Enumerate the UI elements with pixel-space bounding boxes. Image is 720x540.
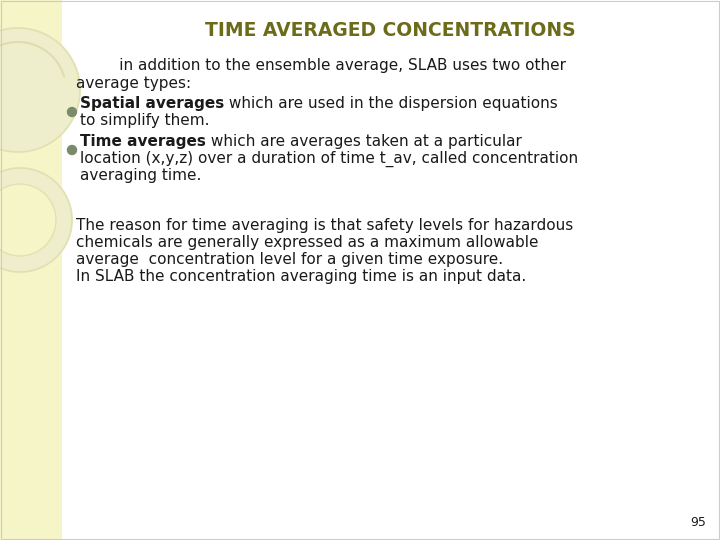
- Text: Spatial averages: Spatial averages: [80, 96, 224, 111]
- Text: which are used in the dispersion equations: which are used in the dispersion equatio…: [224, 96, 558, 111]
- Text: averaging time.: averaging time.: [80, 168, 202, 183]
- Text: average  concentration level for a given time exposure.: average concentration level for a given …: [76, 252, 503, 267]
- Text: Time averages: Time averages: [80, 134, 206, 149]
- Text: The reason for time averaging is that safety levels for hazardous: The reason for time averaging is that sa…: [76, 218, 573, 233]
- Text: In SLAB the concentration averaging time is an input data.: In SLAB the concentration averaging time…: [76, 269, 526, 284]
- Circle shape: [0, 184, 56, 256]
- Bar: [0, 0, 62, 540]
- Circle shape: [0, 168, 72, 272]
- Text: 95: 95: [690, 516, 706, 529]
- Text: average types:: average types:: [76, 76, 191, 91]
- Text: in addition to the ensemble average, SLAB uses two other: in addition to the ensemble average, SLA…: [90, 58, 566, 73]
- Circle shape: [0, 28, 80, 152]
- Text: location (x,y,z) over a duration of time t_av, called concentration: location (x,y,z) over a duration of time…: [80, 151, 578, 167]
- Circle shape: [68, 107, 76, 117]
- Text: TIME AVERAGED CONCENTRATIONS: TIME AVERAGED CONCENTRATIONS: [204, 21, 575, 39]
- Text: to simplify them.: to simplify them.: [80, 113, 210, 128]
- Circle shape: [68, 145, 76, 154]
- Text: which are averages taken at a particular: which are averages taken at a particular: [206, 134, 522, 149]
- Text: chemicals are generally expressed as a maximum allowable: chemicals are generally expressed as a m…: [76, 235, 539, 250]
